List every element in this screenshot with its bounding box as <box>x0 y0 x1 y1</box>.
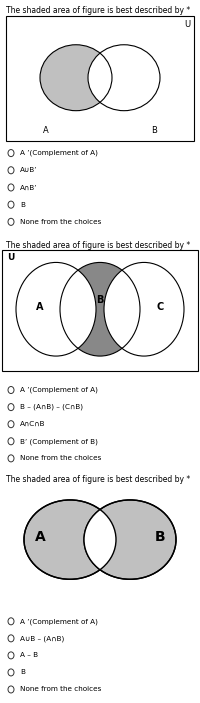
Text: B: B <box>20 202 25 207</box>
Text: A∪B’: A∪B’ <box>20 167 38 173</box>
Ellipse shape <box>40 45 112 110</box>
Text: A ’(Complement of A): A ’(Complement of A) <box>20 618 98 624</box>
Text: B: B <box>155 530 165 544</box>
Text: A: A <box>35 530 45 544</box>
Circle shape <box>104 262 184 356</box>
Circle shape <box>16 262 96 356</box>
Text: B: B <box>20 669 25 676</box>
Text: B: B <box>151 127 157 136</box>
Ellipse shape <box>88 45 160 110</box>
Text: U: U <box>7 253 14 262</box>
Ellipse shape <box>24 500 116 579</box>
Text: A∪B – (A∩B): A∪B – (A∩B) <box>20 635 64 642</box>
Text: A: A <box>43 127 49 136</box>
FancyBboxPatch shape <box>2 250 198 371</box>
Text: B: B <box>96 295 104 305</box>
Text: The shaded area of figure is best described by *: The shaded area of figure is best descri… <box>6 6 190 15</box>
Text: A ’(Complement of A): A ’(Complement of A) <box>20 150 98 156</box>
Text: A∩C∩B: A∩C∩B <box>20 421 46 427</box>
FancyBboxPatch shape <box>6 16 194 141</box>
Text: U: U <box>184 20 190 29</box>
Text: A∩B’: A∩B’ <box>20 184 38 191</box>
Text: The shaded area of figure is best described by *: The shaded area of figure is best descri… <box>6 475 190 484</box>
Ellipse shape <box>84 500 176 579</box>
Text: None from the choices: None from the choices <box>20 456 101 461</box>
Text: A ’(Complement of A): A ’(Complement of A) <box>20 387 98 393</box>
Text: A – B: A – B <box>20 652 38 659</box>
Ellipse shape <box>84 500 176 579</box>
Text: A: A <box>36 302 44 312</box>
Text: None from the choices: None from the choices <box>20 219 101 225</box>
Circle shape <box>60 262 140 356</box>
Text: The shaded area of figure is best described by *: The shaded area of figure is best descri… <box>6 241 190 250</box>
Text: None from the choices: None from the choices <box>20 686 101 692</box>
Text: B – (A∩B) – (C∩B): B – (A∩B) – (C∩B) <box>20 404 83 411</box>
Text: C: C <box>156 302 164 312</box>
Text: B’ (Complement of B): B’ (Complement of B) <box>20 438 98 444</box>
